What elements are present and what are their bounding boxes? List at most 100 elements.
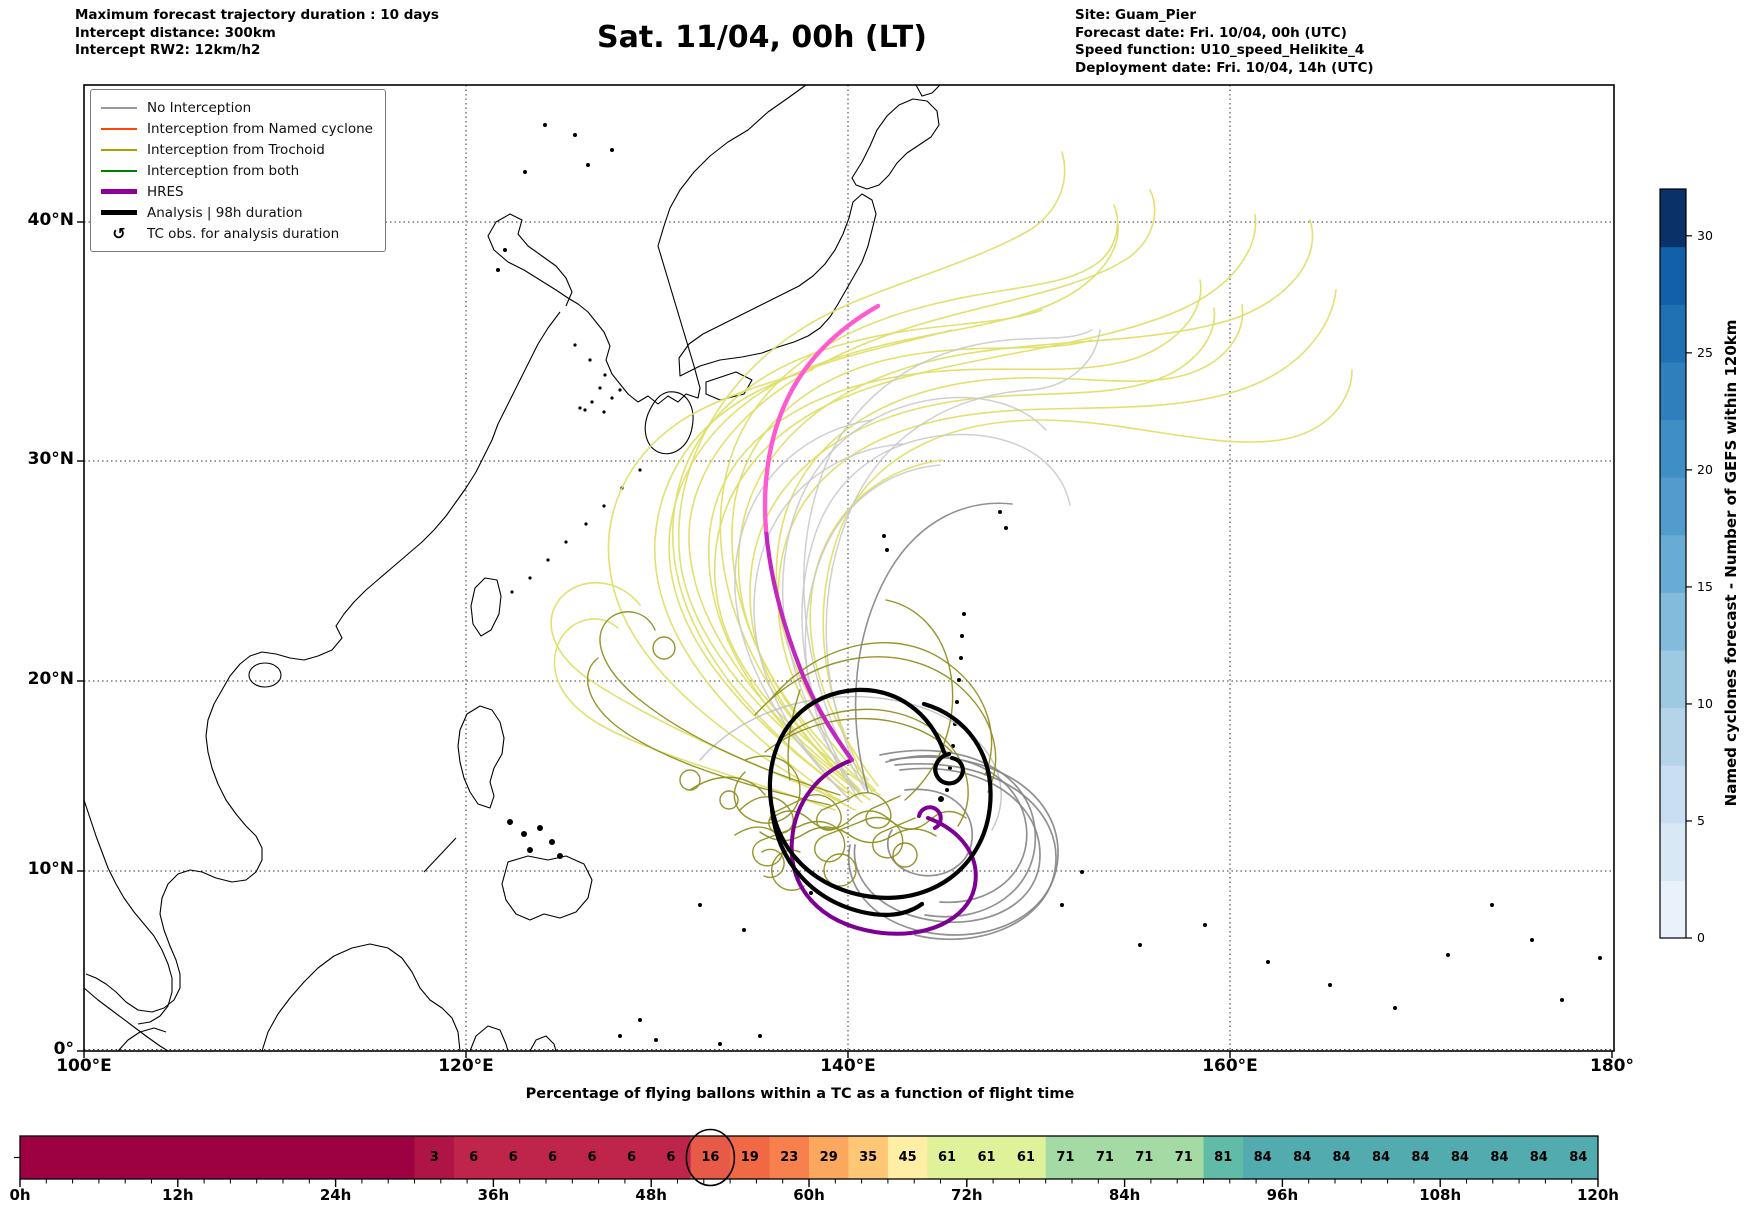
island-dot — [503, 248, 507, 252]
island-dot — [537, 825, 543, 831]
trajectory-path — [769, 642, 993, 776]
counterclockwise-arrow-icon: ↺ — [112, 223, 126, 243]
island-dot — [610, 396, 614, 400]
island-dot — [758, 1034, 762, 1038]
colorbar-band — [1660, 822, 1686, 881]
legend-line-swatch — [101, 189, 137, 194]
bar-segment — [1085, 1136, 1126, 1179]
header-line: Forecast date: Fri. 10/04, 00h (UTC) — [1075, 24, 1347, 41]
island-dot — [586, 163, 590, 167]
trajectory-path — [688, 189, 1156, 791]
colorbar-band — [1660, 880, 1686, 939]
header-line: Site: Guam_Pier — [1075, 7, 1197, 23]
bar-segment — [1558, 1136, 1599, 1179]
coastline-path — [261, 943, 461, 1052]
map-frame — [77, 84, 1615, 1058]
legend-line-swatch — [101, 148, 137, 151]
legend-item-interception-from-named-cyclone: Interception from Named cyclone — [101, 118, 373, 139]
coastline-path — [117, 1027, 167, 1052]
bar-segment — [769, 1136, 810, 1179]
legend-line — [101, 189, 137, 194]
legend-line-swatch — [101, 106, 137, 109]
bar-segment — [848, 1136, 889, 1179]
header-line: Speed function: U10_speed_Helikite_4 — [1075, 42, 1365, 59]
trajectory-path — [678, 151, 1066, 801]
island-dots — [496, 123, 1602, 1046]
legend-item-label: No Interception — [147, 99, 252, 116]
trajectory-path — [763, 527, 855, 763]
colorbar-band — [1660, 592, 1686, 651]
island-dot — [610, 148, 614, 152]
trajectory-path — [823, 853, 857, 887]
trajectory-path — [933, 751, 965, 786]
island-dot — [521, 831, 527, 837]
bar-segment — [1006, 1136, 1047, 1179]
bar-segment — [453, 1136, 494, 1179]
island-dot — [564, 540, 568, 544]
trajectory-path — [777, 289, 1337, 791]
trajectory-path — [699, 695, 1002, 831]
coastline-path — [705, 371, 753, 401]
flight-bar-title: Percentage of flying ballons within a TC… — [525, 1086, 1075, 1102]
legend-item-label: HRES — [147, 183, 184, 200]
bar-segment — [1164, 1136, 1204, 1179]
bar-segment — [651, 1136, 692, 1179]
legend-line — [101, 106, 137, 109]
bar-segment — [611, 1136, 652, 1179]
trajectory-path — [719, 790, 739, 810]
bar-segment — [966, 1136, 1007, 1179]
trajectory-path — [668, 224, 1119, 796]
island-dot — [809, 891, 813, 895]
island-dot — [1446, 953, 1450, 957]
colorbar-band — [1660, 246, 1686, 305]
island-dot — [1060, 903, 1064, 907]
trajectory-path — [894, 763, 1057, 941]
legend-line — [101, 127, 137, 130]
trajectory-path — [753, 443, 903, 801]
coastline-path — [851, 98, 940, 190]
colorbar — [1659, 188, 1692, 939]
trajectory-path — [759, 826, 937, 844]
island-dot — [543, 123, 547, 127]
island-dot — [584, 522, 588, 526]
legend-line — [101, 148, 137, 151]
island-dot — [557, 853, 563, 859]
island-dot — [496, 268, 500, 272]
legend-item-label: Interception from Trochoid — [147, 141, 325, 158]
bar-segment — [1361, 1136, 1402, 1179]
bar-segment — [1479, 1136, 1520, 1179]
coastline-path — [678, 193, 877, 377]
island-dot — [654, 1038, 658, 1042]
circled-value-marker — [685, 1128, 736, 1187]
legend-box: No Interception Interception from Named c… — [90, 89, 386, 252]
legend-line — [101, 169, 137, 172]
island-dot — [1080, 870, 1084, 874]
trajectory-path — [708, 279, 1202, 803]
header-line: Intercept distance: 300km — [75, 24, 276, 41]
bar-segment — [927, 1136, 968, 1179]
colorbar-label: Named cyclones forecast - Number of GEFS… — [1722, 319, 1740, 807]
bar-segment — [1519, 1136, 1560, 1179]
island-dot — [1598, 956, 1602, 960]
header-line: Intercept RW2: 12km/h2 — [75, 42, 261, 59]
tc-obs-icon: ↺ — [101, 223, 137, 243]
trajectory-path — [764, 717, 953, 753]
trajectory-path — [719, 204, 1119, 787]
bar-segment — [1124, 1136, 1165, 1179]
island-dot — [638, 468, 642, 472]
bar-segment — [1400, 1136, 1441, 1179]
colorbar-band — [1660, 707, 1686, 766]
island-dot — [603, 373, 607, 377]
coastline-path — [915, 84, 941, 97]
bar-segment — [414, 1136, 455, 1179]
coastline-path — [423, 837, 457, 873]
legend-line-swatch — [101, 210, 137, 215]
bar-segment — [572, 1136, 613, 1179]
island-dot — [638, 1018, 642, 1022]
legend-item-hres: HRES — [101, 181, 373, 202]
bar-segment — [730, 1136, 771, 1179]
coastline-path — [470, 577, 502, 637]
legend-line — [101, 210, 137, 215]
island-dot — [948, 766, 952, 770]
